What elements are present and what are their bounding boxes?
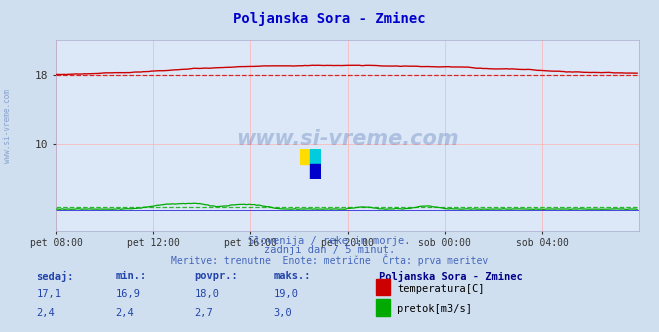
- Bar: [310, 164, 321, 179]
- Text: www.si-vreme.com: www.si-vreme.com: [3, 89, 13, 163]
- Text: Meritve: trenutne  Enote: metrične  Črta: prva meritev: Meritve: trenutne Enote: metrične Črta: …: [171, 254, 488, 266]
- Text: 2,4: 2,4: [115, 308, 134, 318]
- Text: zadnji dan / 5 minut.: zadnji dan / 5 minut.: [264, 245, 395, 255]
- Text: povpr.:: povpr.:: [194, 271, 238, 281]
- Text: www.si-vreme.com: www.si-vreme.com: [237, 129, 459, 149]
- Text: min.:: min.:: [115, 271, 146, 281]
- Text: 2,4: 2,4: [36, 308, 55, 318]
- Text: 17,1: 17,1: [36, 289, 61, 299]
- Text: 19,0: 19,0: [273, 289, 299, 299]
- Text: temperatura[C]: temperatura[C]: [397, 284, 485, 294]
- Text: 3,0: 3,0: [273, 308, 292, 318]
- Text: Poljanska Sora - Zminec: Poljanska Sora - Zminec: [233, 12, 426, 26]
- Text: 2,7: 2,7: [194, 308, 213, 318]
- Text: sedaj:: sedaj:: [36, 271, 74, 282]
- Bar: [300, 149, 310, 164]
- Text: 16,9: 16,9: [115, 289, 140, 299]
- Text: pretok[m3/s]: pretok[m3/s]: [397, 304, 473, 314]
- Bar: [310, 149, 321, 164]
- Text: 18,0: 18,0: [194, 289, 219, 299]
- Text: Slovenija / reke in morje.: Slovenija / reke in morje.: [248, 236, 411, 246]
- Text: maks.:: maks.:: [273, 271, 311, 281]
- Text: Poljanska Sora - Zminec: Poljanska Sora - Zminec: [379, 271, 523, 282]
